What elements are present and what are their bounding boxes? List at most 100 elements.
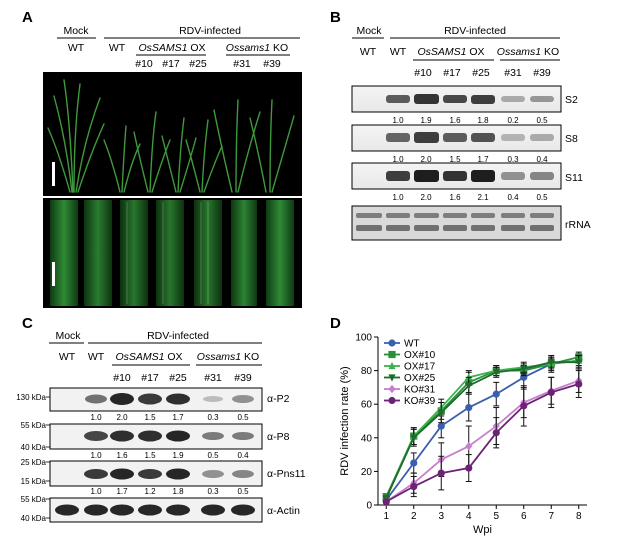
y-tick-label: 60: [361, 400, 373, 411]
panel-a-wt-infected: WT: [109, 42, 126, 54]
data-point: [492, 429, 500, 437]
legend-label: KO#39: [404, 396, 436, 407]
s11-val-3: 1.6: [449, 193, 461, 202]
panel-a-infected-label: RDV-infected: [179, 25, 241, 37]
blot-s11: S11 1.0 2.0 1.6 2.1 0.4 0.5: [351, 162, 583, 202]
panel-a-ko-title: Ossams1 KO: [226, 42, 288, 54]
panel-b-line-25: #25: [472, 67, 490, 79]
data-point: [465, 403, 473, 412]
x-tick-label: 2: [411, 511, 417, 522]
panel-a-line-25: #25: [189, 58, 207, 70]
p8-mw-2: 40 kDa: [21, 443, 47, 452]
panel-b-line-39: #39: [533, 67, 551, 79]
x-tick-label: 7: [548, 511, 554, 522]
x-tick-label: 5: [493, 511, 499, 522]
legend-marker: [388, 339, 396, 347]
blot-s11-name: S11: [565, 172, 583, 184]
data-point: [437, 469, 445, 477]
p2-val-6: 0.5: [237, 413, 249, 422]
p2-val-4: 1.7: [172, 413, 184, 422]
panel-c-infected-label: RDV-infected: [147, 330, 209, 342]
panel-b-label: B: [330, 9, 341, 26]
legend-label: OX#17: [404, 362, 436, 373]
series-line: [385, 383, 580, 503]
pns11-val-5: 0.3: [207, 487, 219, 496]
s8-val-5: 0.3: [507, 155, 519, 164]
p8-val-5: 0.5: [207, 451, 219, 460]
p2-val-1: 1.0: [90, 413, 102, 422]
data-point: [492, 369, 500, 377]
blot-s2: S2 1.0 1.9 1.6 1.8 0.2 0.5: [351, 85, 578, 125]
panel-d: D 0 20 40 60 80 100 1 2 3 4 5 6 7 8 Wpi RDV infection r…: [330, 315, 587, 536]
data-point: [465, 442, 473, 451]
p2-val-3: 1.5: [144, 413, 156, 422]
legend-marker: [388, 374, 396, 382]
data-point: [410, 482, 418, 491]
panel-a-ox-title: OsSAMS1 OX: [138, 42, 205, 54]
data-point: [547, 359, 555, 367]
panel-a-label: A: [22, 9, 33, 26]
pns11-val-3: 1.2: [144, 487, 156, 496]
series-line: [385, 379, 580, 503]
data-point: [492, 390, 500, 398]
panel-c-line-25: #25: [169, 372, 187, 384]
blot-pns11: 25 kDa 15 kDa α-Pns11 1.0 1.7 1.2 1.8 0.…: [21, 458, 306, 496]
pns11-val-4: 1.8: [172, 487, 184, 496]
legend-marker: [388, 361, 396, 370]
data-point: [520, 365, 528, 374]
data-point: [575, 359, 583, 367]
p8-val-4: 1.9: [172, 451, 184, 460]
panel-c-line-10: #10: [113, 372, 131, 384]
data-point: [575, 380, 583, 388]
s8-val-2: 2.0: [420, 155, 432, 164]
p2-val-5: 0.3: [207, 413, 219, 422]
data-point: [410, 459, 418, 467]
panel-c-line-39: #39: [234, 372, 252, 384]
scale-bar-leaves: [52, 262, 55, 286]
y-tick-label: 40: [361, 433, 373, 444]
blot-rrna: rRNA: [351, 205, 591, 241]
legend-marker: [388, 396, 396, 405]
s11-val-2: 2.0: [420, 193, 432, 202]
scale-bar-plants: [52, 162, 55, 186]
legend-label: OX#25: [404, 373, 436, 384]
s11-val-1: 1.0: [392, 193, 404, 202]
blot-p2: 130 kDa α-P2 1.0 2.0 1.5 1.7 0.3 0.5: [16, 387, 290, 422]
x-tick-label: 1: [383, 511, 389, 522]
panel-c-wt-infected: WT: [88, 351, 105, 363]
s2-val-2: 1.9: [420, 116, 432, 125]
plant-photo: [43, 72, 302, 196]
data-point: [437, 409, 445, 417]
infection-rate-chart: 0 20 40 60 80 100 1 2 3 4 5 6 7 8 Wpi RDV infection rat…: [339, 333, 587, 536]
y-tick-label: 0: [366, 501, 372, 512]
panel-b: B Mock RDV-infected WT WT OsSAMS1 OX Oss…: [330, 9, 591, 241]
blot-actin-name: α-Actin: [267, 505, 300, 517]
legend-label: KO#31: [404, 385, 436, 396]
panel-b-wt-mock: WT: [360, 46, 377, 58]
panel-c-wt-mock: WT: [59, 351, 76, 363]
y-tick-label: 20: [361, 467, 373, 478]
p8-val-1: 1.0: [90, 451, 102, 460]
data-point: [382, 498, 390, 506]
panel-a-mock-label: Mock: [63, 25, 89, 37]
y-tick-label: 80: [361, 366, 373, 377]
s8-val-4: 1.7: [477, 155, 489, 164]
panel-a: A Mock RDV-infected WT WT OsSAMS1 OX Oss…: [22, 9, 302, 308]
blot-s8: S8 1.0 2.0 1.5 1.7 0.3 0.4: [351, 124, 578, 164]
panel-b-line-10: #10: [414, 67, 432, 79]
data-point: [410, 434, 418, 442]
pns11-mw-1: 25 kDa: [21, 458, 47, 467]
panel-c-mock-label: Mock: [55, 330, 81, 342]
panel-c-ox-title: OsSAMS1 OX: [115, 351, 182, 363]
y-tick-label: 100: [355, 333, 372, 344]
pns11-val-2: 1.7: [116, 487, 128, 496]
blot-p2-name: α-P2: [267, 393, 290, 405]
p2-val-2: 2.0: [116, 413, 128, 422]
pns11-mw-2: 15 kDa: [21, 477, 47, 486]
panel-b-ko-title: Ossams1 KO: [497, 46, 559, 58]
blot-actin: 55 kDa 40 kDa α-Actin: [21, 495, 300, 523]
panel-b-infected-label: RDV-infected: [444, 25, 506, 37]
legend-label: WT: [404, 339, 420, 350]
s2-val-3: 1.6: [449, 116, 461, 125]
